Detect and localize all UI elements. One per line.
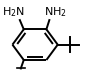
Text: $\mathregular{H_2N}$: $\mathregular{H_2N}$ [2, 5, 25, 19]
Text: $\mathregular{NH_2}$: $\mathregular{NH_2}$ [44, 5, 67, 19]
